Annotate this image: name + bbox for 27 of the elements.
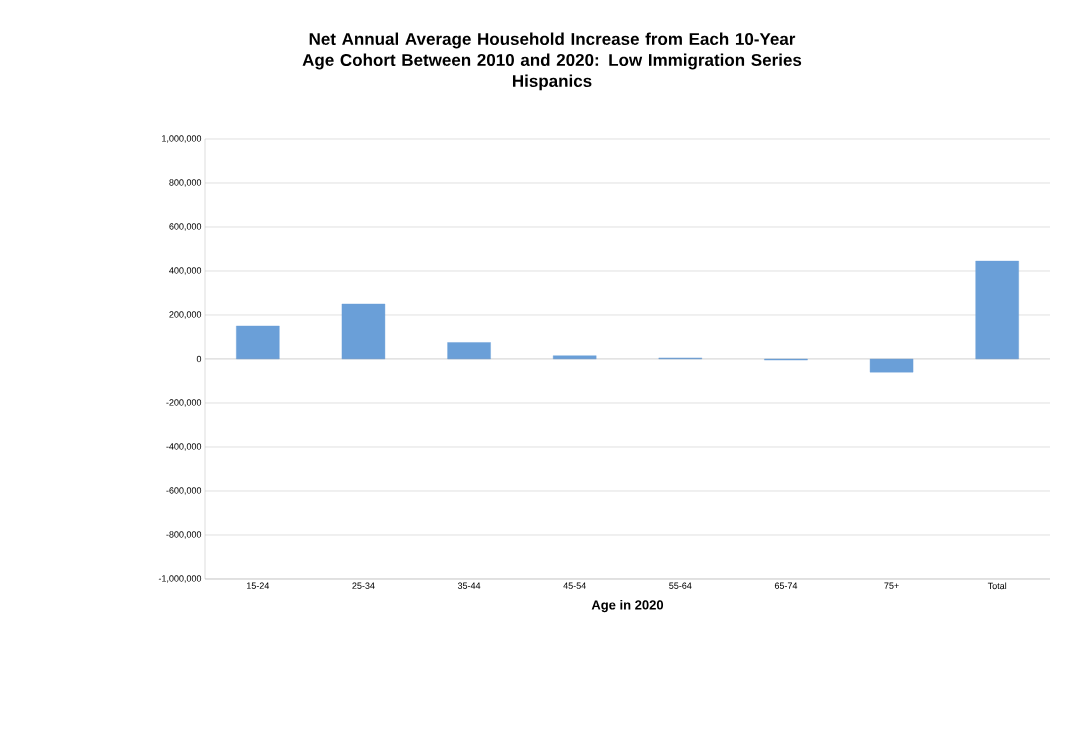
x-tick-label: 15-24 — [247, 582, 270, 589]
x-tick-label: 75+ — [884, 582, 899, 589]
y-tick-label: 800,000 — [169, 179, 202, 187]
y-tick-label: -400,000 — [166, 443, 202, 451]
x-tick-label: 45-54 — [563, 582, 586, 589]
y-tick-label: -800,000 — [166, 531, 202, 539]
bar — [447, 342, 491, 360]
x-axis-title: Age in 2020 — [591, 599, 664, 613]
x-tick-label: Total — [987, 582, 1007, 590]
y-tick-label: 0 — [196, 355, 202, 363]
y-tick-label: -200,000 — [166, 399, 202, 407]
y-tick-label: -600,000 — [166, 487, 202, 495]
chart-subtitle: Hispanics — [512, 74, 592, 91]
y-tick-label: 200,000 — [169, 311, 202, 319]
bar — [341, 303, 386, 360]
bar — [869, 358, 914, 373]
x-tick-label: 35-44 — [457, 582, 481, 589]
bar — [236, 325, 280, 360]
x-tick-label: 55-64 — [669, 582, 692, 589]
x-tick-label: 65-74 — [774, 582, 798, 589]
y-tick-label: 600,000 — [169, 223, 202, 231]
x-tick-label: 25-34 — [352, 582, 375, 589]
y-tick-label: 1,000,000 — [162, 135, 202, 143]
y-tick-label: -1,000,000 — [158, 575, 202, 583]
bar — [975, 260, 1019, 360]
chart-title: Net Annual Average Household Increase from Each 10-Year Age Cohort Between 2010 and 2020: Low Immigration Series — [302, 32, 802, 70]
y-tick-label: 400,000 — [169, 267, 202, 275]
